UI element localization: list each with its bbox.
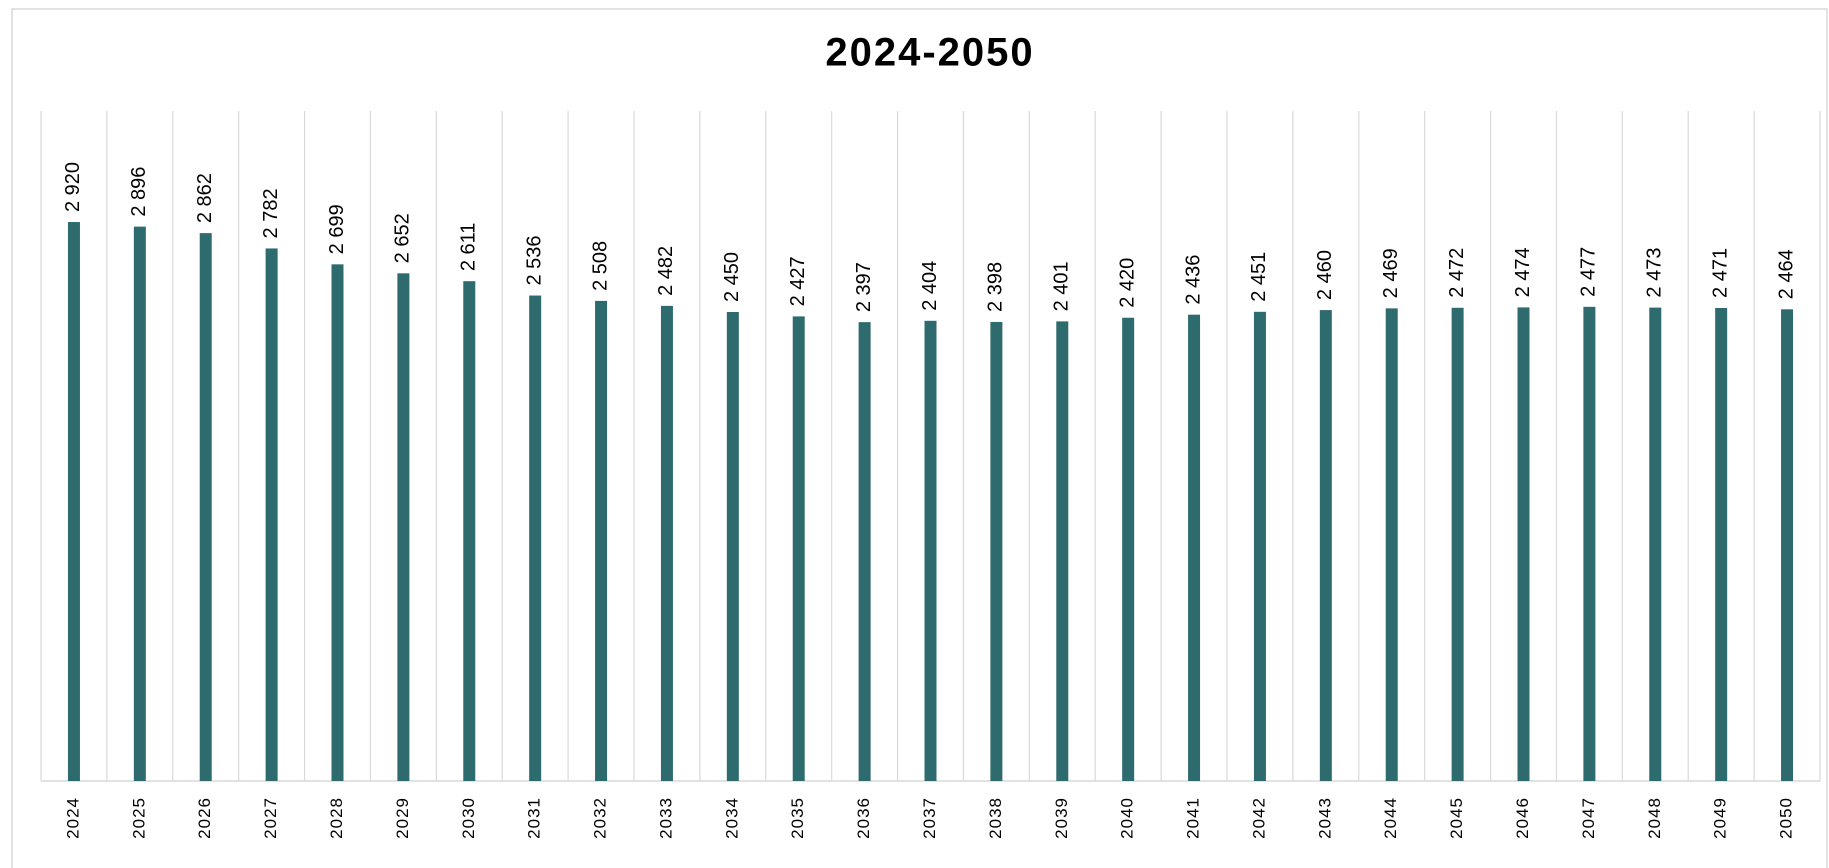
x-tick-label: 2040: [1118, 797, 1137, 839]
bar: [1319, 310, 1332, 781]
value-label: 2 398: [985, 262, 1007, 312]
value-label: 2 782: [260, 188, 282, 238]
value-label: 2 469: [1380, 248, 1402, 298]
bar: [1583, 306, 1596, 781]
x-tick-label: 2045: [1447, 797, 1466, 839]
value-label: 2 450: [721, 252, 743, 302]
value-label: 2 699: [326, 204, 348, 254]
x-tick-label: 2030: [459, 797, 478, 839]
value-label: 2 404: [919, 261, 941, 311]
bar: [1781, 309, 1794, 781]
bar: [1385, 308, 1398, 781]
value-label: 2 420: [1116, 258, 1138, 308]
x-tick-label: 2035: [788, 797, 807, 839]
value-label: 2 920: [62, 162, 84, 212]
x-tick-label: 2028: [327, 797, 346, 839]
bar: [265, 248, 278, 782]
x-tick-label: 2048: [1645, 797, 1664, 839]
bar: [726, 312, 739, 781]
value-label: 2 482: [655, 246, 677, 296]
bar: [1056, 321, 1069, 781]
x-tick-label: 2029: [393, 797, 412, 839]
x-tick-label: 2046: [1513, 797, 1532, 839]
x-tick-label: 2039: [1052, 797, 1071, 839]
bar: [199, 233, 212, 782]
bar: [331, 264, 344, 781]
bar: [397, 273, 410, 781]
x-tick-label: 2041: [1184, 797, 1203, 839]
bar: [1188, 314, 1201, 781]
chart-title: 2024-2050: [825, 31, 1034, 75]
value-label: 2 862: [194, 173, 216, 223]
x-tick-label: 2031: [525, 797, 544, 839]
x-tick-label: 2043: [1315, 797, 1334, 839]
x-tick-label: 2025: [129, 797, 148, 839]
bar: [529, 295, 542, 781]
x-tick-label: 2038: [986, 797, 1005, 839]
bar: [67, 222, 80, 781]
bar: [990, 321, 1003, 781]
value-label: 2 652: [392, 213, 414, 263]
bar: [1451, 307, 1464, 781]
value-label: 2 451: [1248, 252, 1270, 302]
x-tick-label: 2037: [920, 797, 939, 839]
x-tick-label: 2026: [195, 797, 214, 839]
x-tick-label: 2027: [261, 797, 280, 839]
value-label: 2 896: [128, 167, 150, 217]
value-label: 2 471: [1709, 248, 1731, 298]
value-label: 2 460: [1314, 250, 1336, 300]
x-tick-label: 2050: [1777, 797, 1796, 839]
x-tick-label: 2024: [63, 797, 82, 839]
bar: [1122, 317, 1135, 781]
value-label: 2 536: [523, 235, 545, 285]
value-label: 2 464: [1775, 249, 1797, 299]
x-tick-label: 2042: [1249, 797, 1268, 839]
value-label: 2 427: [787, 256, 809, 306]
value-label: 2 472: [1446, 248, 1468, 298]
bar: [133, 226, 146, 781]
bar: [792, 316, 805, 781]
bar: [1715, 307, 1728, 781]
bar: [660, 305, 673, 781]
value-label: 2 508: [589, 241, 611, 291]
value-label: 2 401: [1051, 261, 1073, 311]
bar: [924, 320, 937, 781]
value-label: 2 397: [853, 262, 875, 312]
x-tick-label: 2044: [1381, 797, 1400, 839]
x-tick-label: 2047: [1579, 797, 1598, 839]
bar: [858, 322, 871, 781]
value-label: 2 477: [1578, 247, 1600, 297]
value-label: 2 473: [1644, 248, 1666, 298]
x-tick-label: 2034: [722, 797, 741, 839]
value-label: 2 436: [1182, 255, 1204, 305]
value-label: 2 611: [458, 223, 480, 272]
bar: [1253, 311, 1266, 781]
chart-frame: [11, 8, 1828, 868]
bar: [1649, 307, 1662, 781]
value-label: 2 474: [1512, 247, 1534, 297]
x-tick-label: 2049: [1711, 797, 1730, 839]
x-tick-label: 2033: [656, 797, 675, 839]
x-tick-label: 2036: [854, 797, 873, 839]
x-tick-label: 2032: [591, 797, 610, 839]
bar: [463, 281, 476, 781]
bar: [1517, 307, 1530, 781]
bar: [595, 300, 608, 781]
